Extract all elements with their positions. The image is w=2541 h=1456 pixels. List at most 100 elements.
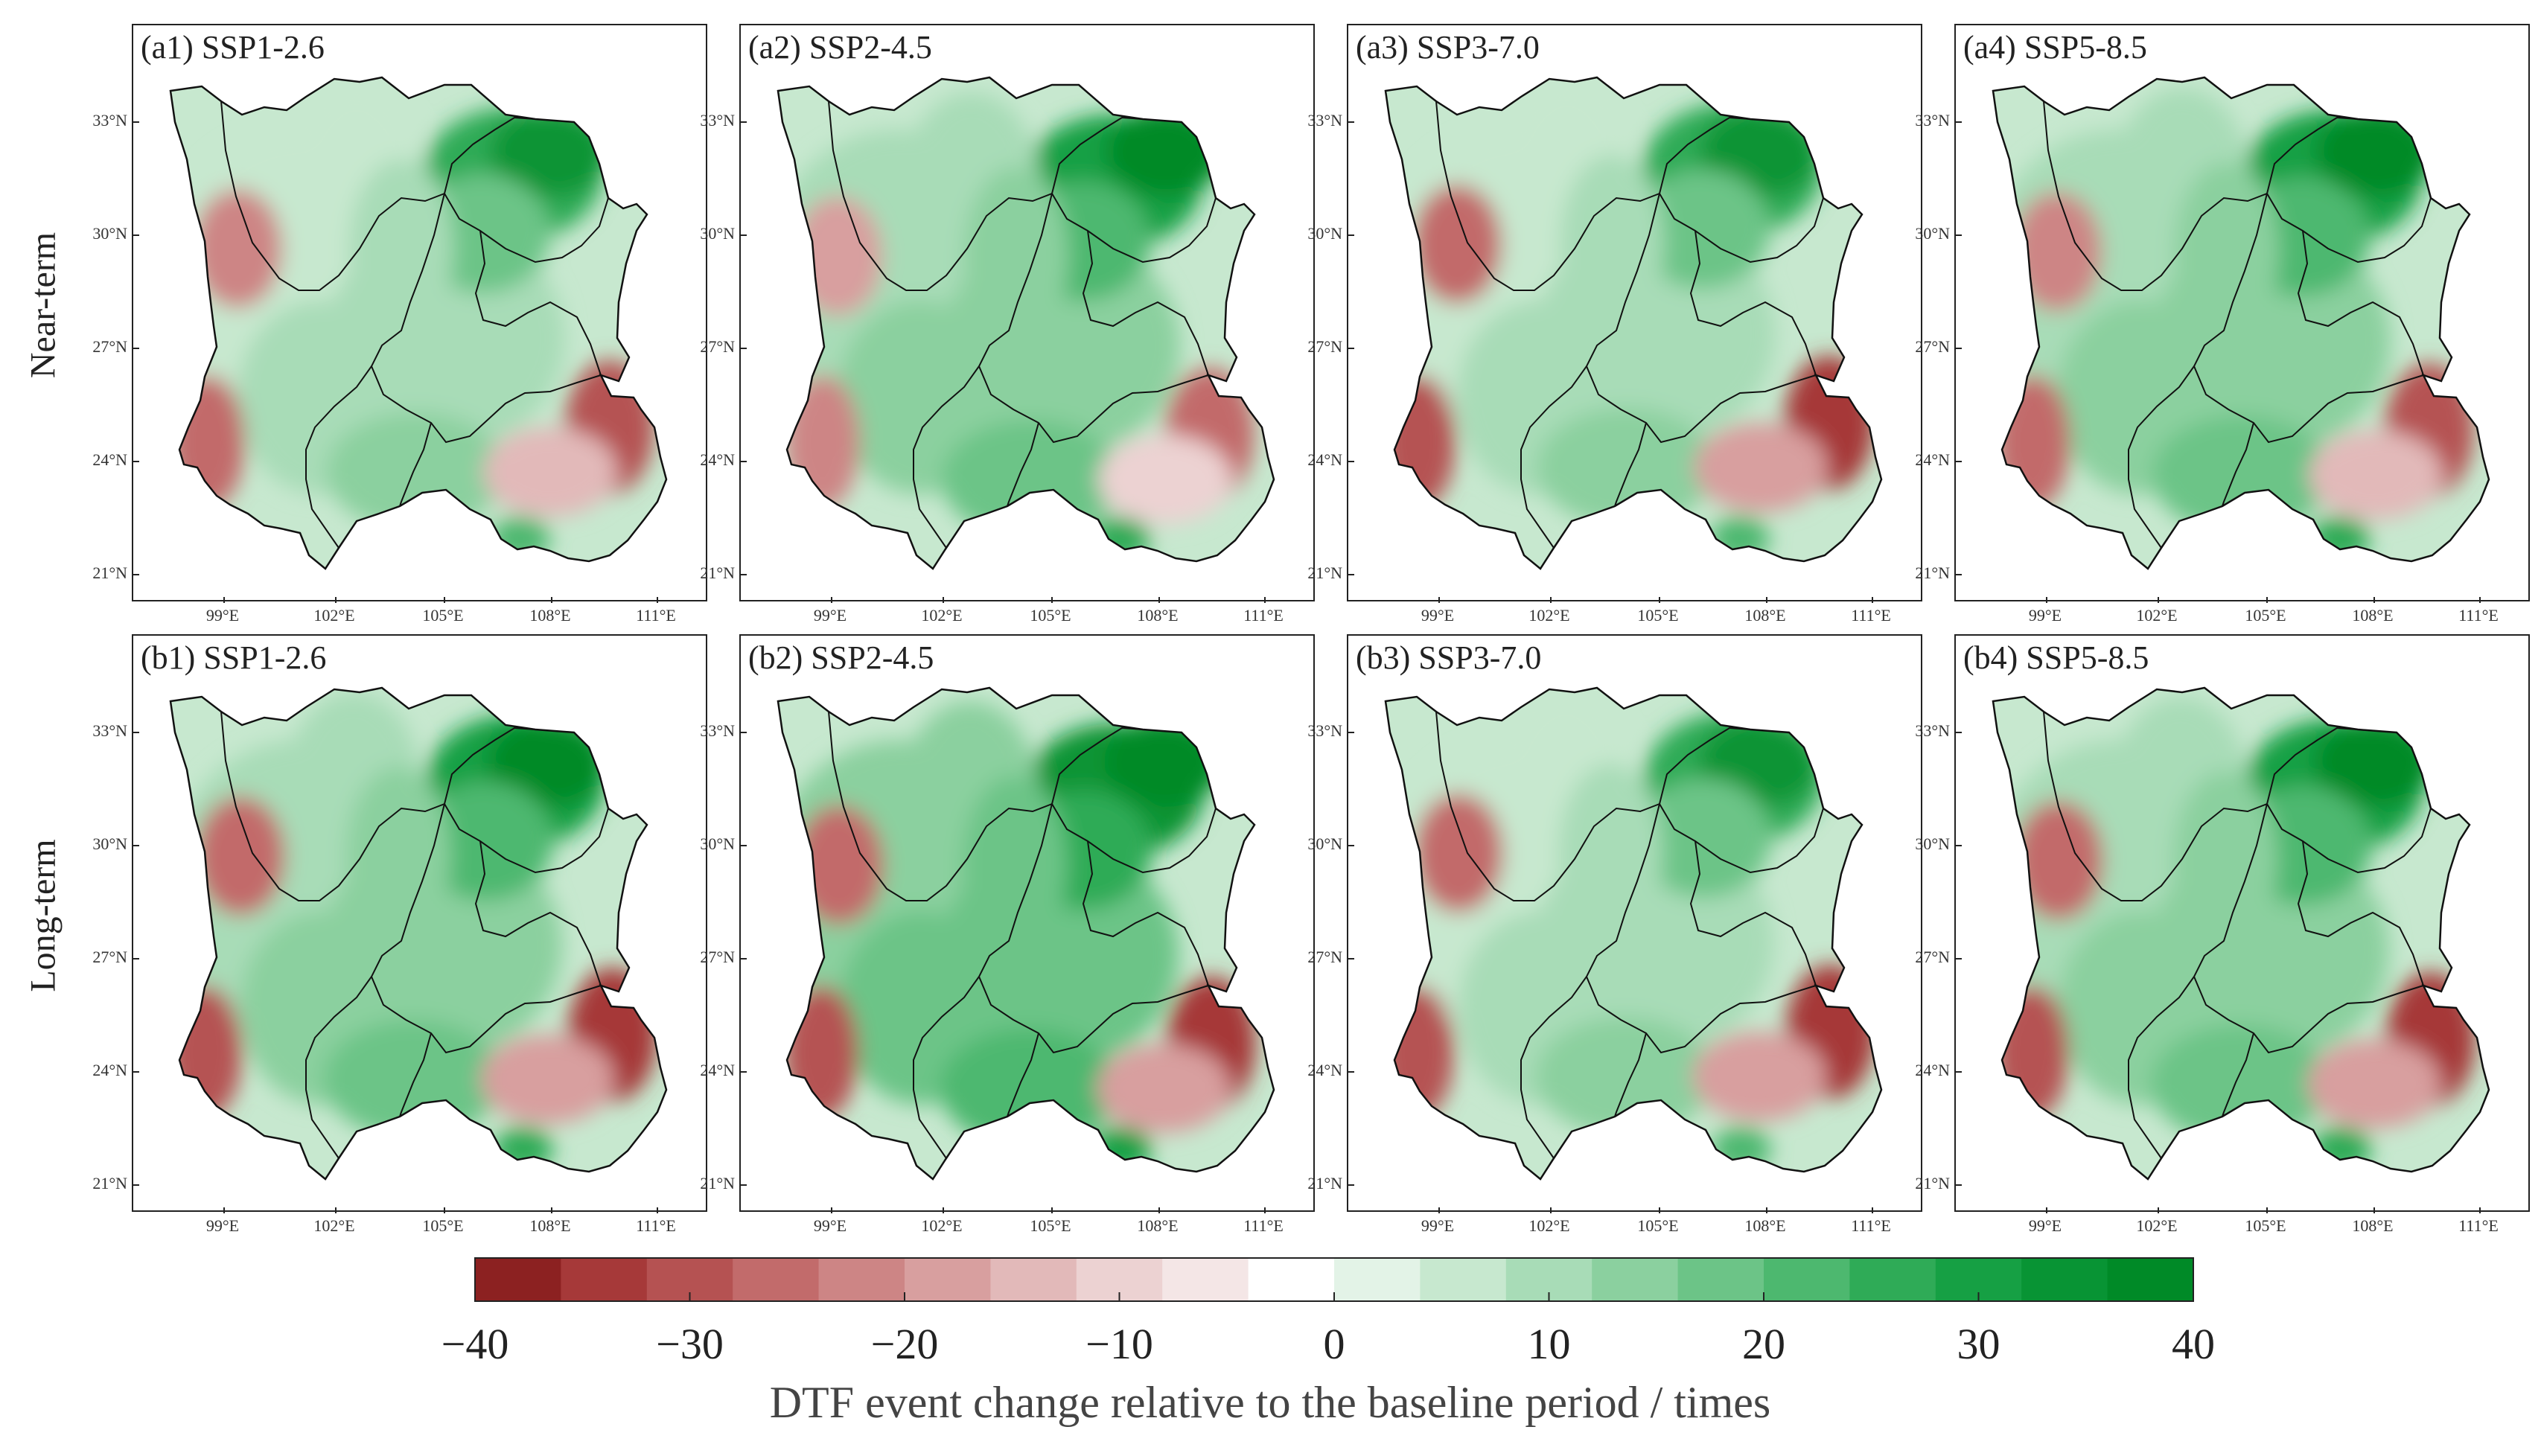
map-canvas xyxy=(1956,76,2490,603)
lat-tick-label: 30°N xyxy=(1307,224,1342,243)
lat-tick-label: 21°N xyxy=(700,1174,735,1192)
lon-tick-label: 111°E xyxy=(636,606,676,625)
colorbar-segment xyxy=(1248,1258,1335,1301)
lon-tick-label: 105°E xyxy=(422,606,464,625)
province-boundary xyxy=(220,100,445,291)
lat-tick-label: 24°N xyxy=(92,1061,127,1079)
field-patch xyxy=(2175,162,2279,341)
field-patch xyxy=(785,375,860,509)
lon-tick-label: 99°E xyxy=(813,606,847,625)
province-boundary xyxy=(1007,422,1039,507)
field-patch xyxy=(2309,430,2443,520)
map-canvas xyxy=(741,686,1275,1213)
field-patch xyxy=(1692,1032,1826,1121)
colorbar-tick-label: −40 xyxy=(441,1320,509,1368)
lon-tick-label: 102°E xyxy=(1528,606,1570,625)
region-outline xyxy=(1992,686,2490,1181)
province-boundary xyxy=(2266,116,2359,194)
lon-tick-label: 99°E xyxy=(2028,1216,2062,1235)
lon-tick-label: 102°E xyxy=(921,606,963,625)
field-patch xyxy=(1412,185,1502,304)
lat-tick-label: 33°N xyxy=(1307,721,1342,740)
province-boundary xyxy=(1082,840,1209,986)
colorbar-tick-label: −30 xyxy=(656,1320,724,1368)
lon-tick-label: 111°E xyxy=(1243,606,1284,625)
lat-tick-label: 30°N xyxy=(1915,224,1950,243)
colorbar-segment xyxy=(1076,1258,1163,1301)
colorbar-segment xyxy=(1592,1258,1679,1301)
field-patch xyxy=(193,189,282,308)
colorbar-tick-label: 10 xyxy=(1527,1320,1571,1368)
dtf-change-field xyxy=(170,77,666,569)
province-boundary xyxy=(1051,727,1144,805)
province-boundary xyxy=(444,727,536,805)
province-boundary xyxy=(1659,193,1824,264)
lon-tick-label: 105°E xyxy=(1030,606,1071,625)
lat-tick-label: 21°N xyxy=(1915,1174,1950,1192)
province-boundary xyxy=(2193,193,2424,444)
lat-tick-label: 27°N xyxy=(92,337,127,356)
dtf-change-field xyxy=(778,688,1274,1179)
dtf-change-field xyxy=(1993,77,2489,569)
lat-tick-label: 27°N xyxy=(92,948,127,966)
province-boundary xyxy=(2222,1032,2254,1117)
lat-tick-label: 27°N xyxy=(1915,948,1950,966)
lat-tick-label: 33°N xyxy=(92,721,127,740)
lat-tick-label: 24°N xyxy=(1915,1061,1950,1079)
lat-tick-label: 30°N xyxy=(1307,834,1342,853)
dtf-change-field xyxy=(778,77,1274,569)
colorbar-tick-label: 30 xyxy=(1957,1320,2000,1368)
map-canvas xyxy=(1348,76,1883,603)
lat-tick-label: 33°N xyxy=(1915,111,1950,130)
colorbar-tick-label: 40 xyxy=(2172,1320,2215,1368)
panel-title: (a4) SSP5-8.5 xyxy=(1963,29,2147,66)
lat-tick-label: 30°N xyxy=(1915,834,1950,853)
panel-title: (a2) SSP2-4.5 xyxy=(748,29,932,66)
field-patch xyxy=(2307,1039,2441,1128)
lon-tick-label: 99°E xyxy=(2028,606,2062,625)
lat-tick-label: 33°N xyxy=(92,111,127,130)
lon-tick-label: 108°E xyxy=(1744,1216,1786,1235)
field-patch xyxy=(1414,794,1503,913)
province-boundary xyxy=(1435,711,1660,901)
province-boundary xyxy=(828,100,1053,291)
province-boundary xyxy=(1051,193,1217,264)
field-patch xyxy=(1097,1044,1231,1133)
province-boundary xyxy=(1435,100,1660,291)
map-canvas xyxy=(133,76,668,603)
lon-tick-label: 102°E xyxy=(921,1216,963,1235)
field-patch xyxy=(2152,415,2331,534)
colorbar-tick-label: 20 xyxy=(1742,1320,1785,1368)
province-boundary xyxy=(2128,365,2195,549)
lon-tick-label: 111°E xyxy=(2458,606,2499,625)
province-boundary xyxy=(2222,422,2254,507)
colorbar-segment xyxy=(2107,1258,2194,1301)
lon-tick-label: 105°E xyxy=(2245,1216,2286,1235)
dtf-change-field xyxy=(170,688,666,1179)
province-boundary xyxy=(2193,803,2424,1054)
lat-tick-label: 30°N xyxy=(700,224,735,243)
lat-tick-label: 21°N xyxy=(92,563,127,582)
province-boundary xyxy=(2266,803,2432,874)
colorbar-tick-label: −10 xyxy=(1085,1320,1153,1368)
field-patch xyxy=(2173,771,2277,950)
colorbar-segment xyxy=(1420,1258,1507,1301)
lon-tick-label: 102°E xyxy=(1528,1216,1570,1235)
lat-tick-label: 21°N xyxy=(1307,563,1342,582)
lon-tick-label: 111°E xyxy=(1851,606,1891,625)
map-panel: (b4) SSP5-8.5 xyxy=(1954,634,2530,1213)
province-boundary xyxy=(1614,1032,1647,1117)
province-boundary xyxy=(978,193,1209,444)
field-patch xyxy=(324,1020,503,1139)
field-patch xyxy=(349,159,453,338)
panel-title: (b2) SSP2-4.5 xyxy=(748,639,934,676)
colorbar-tick-label: 0 xyxy=(1323,1320,1345,1368)
province-boundary xyxy=(1659,727,1751,805)
region-outline xyxy=(777,76,1275,570)
map-canvas xyxy=(133,686,668,1213)
field-patch xyxy=(1637,779,1771,898)
colorbar-title: DTF event change relative to the baselin… xyxy=(769,1378,1771,1427)
province-boundary xyxy=(2043,100,2268,291)
province-boundary xyxy=(220,711,445,901)
